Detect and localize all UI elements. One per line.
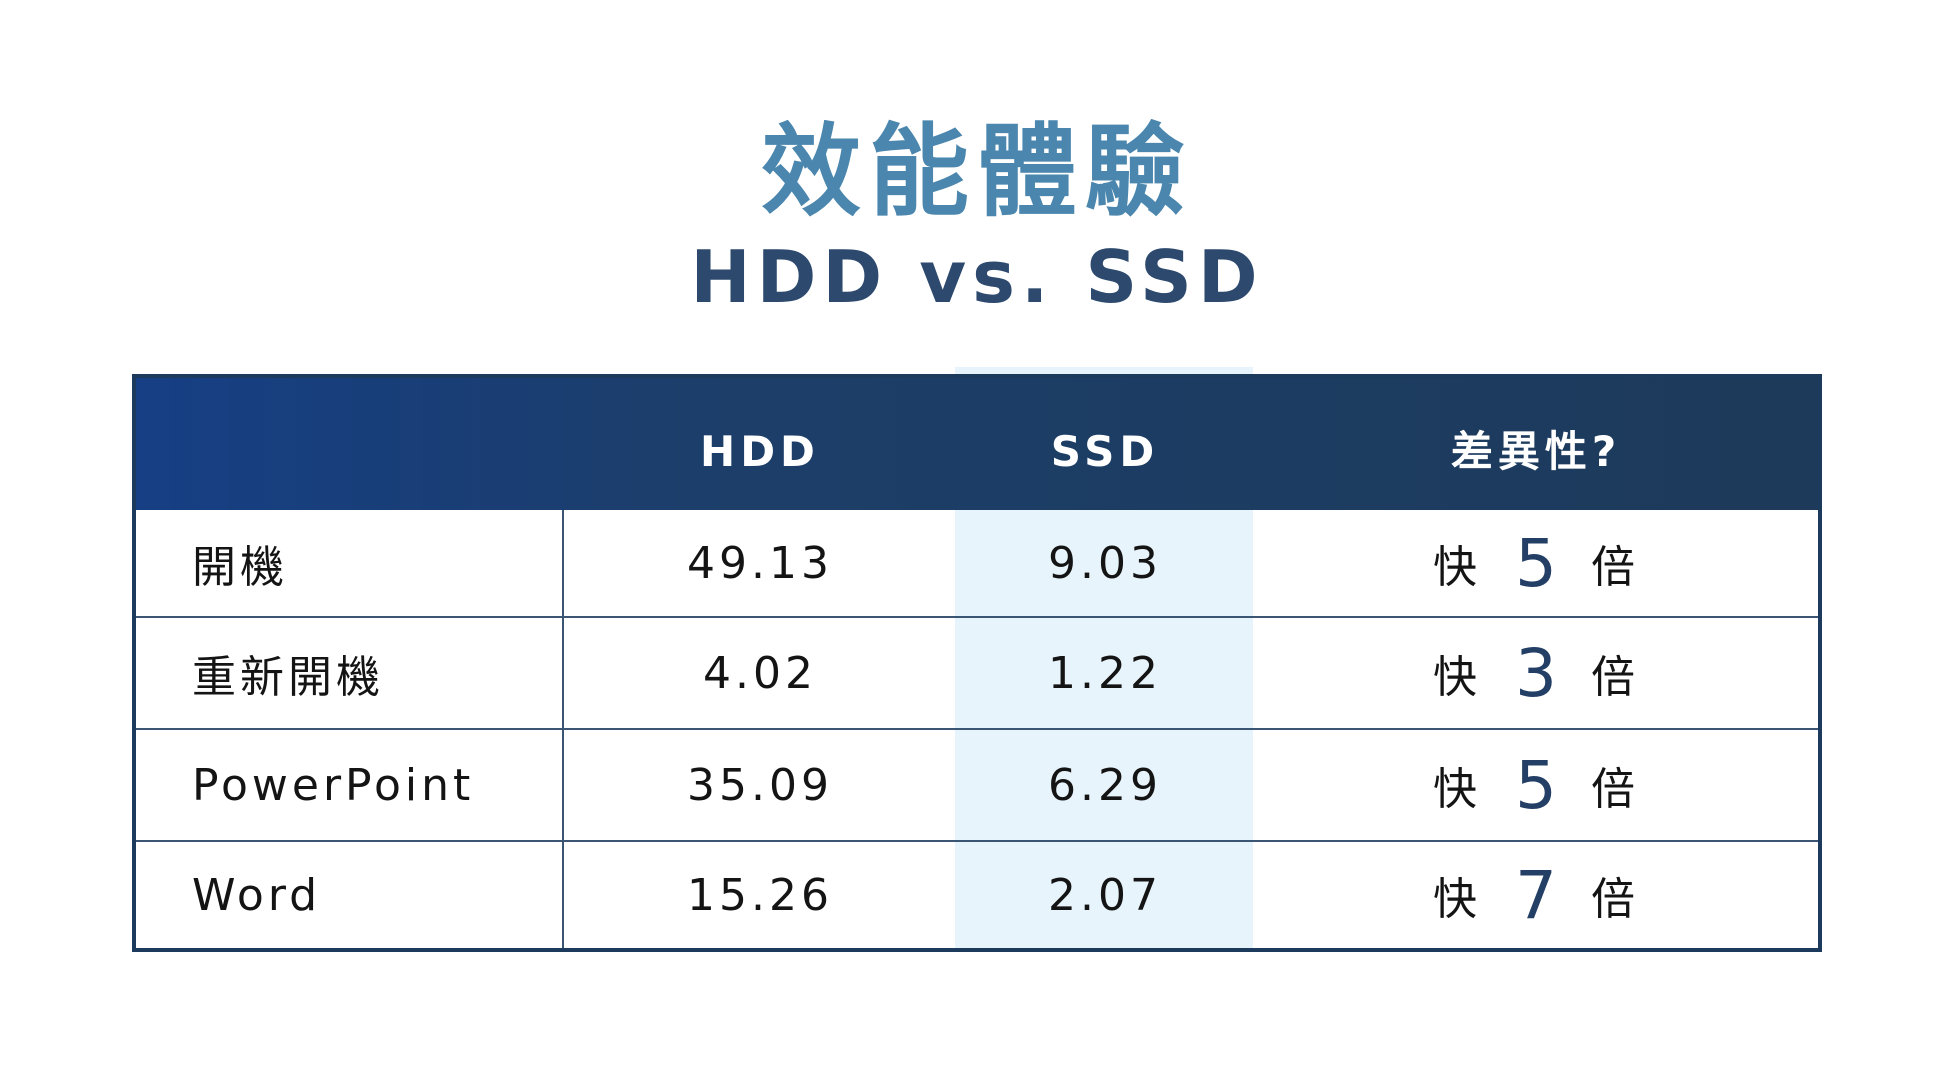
table-row: 開機 49.13 9.03 快 5 倍 <box>136 510 1818 618</box>
diff-multiple: 3 <box>1515 634 1557 712</box>
page-title: 效能體驗 <box>761 113 1193 230</box>
row-label: Word <box>136 842 564 948</box>
row-label: 開機 <box>136 510 564 616</box>
diff-suffix: 倍 <box>1591 874 1639 925</box>
table-row: PowerPoint 35.09 6.29 快 5 倍 <box>136 730 1818 842</box>
difference-cell: 快 5 倍 <box>1254 510 1818 616</box>
comparison-table: HDD SSD 差異性? 開機 49.13 9.03 快 5 倍 重新開機 4.… <box>132 374 1822 952</box>
hdd-value: 15.26 <box>687 869 833 921</box>
diff-prefix: 快 <box>1433 652 1481 703</box>
diff-suffix: 倍 <box>1591 542 1639 593</box>
header-empty <box>136 378 564 510</box>
diff-multiple: 5 <box>1515 746 1557 824</box>
row-label: 重新開機 <box>136 618 564 728</box>
diff-multiple: 5 <box>1515 524 1557 602</box>
hdd-value: 4.02 <box>703 647 817 699</box>
ssd-value: 9.03 <box>1048 537 1162 589</box>
hdd-value: 35.09 <box>687 759 833 811</box>
diff-prefix: 快 <box>1433 764 1481 815</box>
difference-cell: 快 7 倍 <box>1254 842 1818 948</box>
ssd-value: 2.07 <box>1048 869 1162 921</box>
diff-prefix: 快 <box>1433 874 1481 925</box>
ssd-value: 1.22 <box>1048 647 1162 699</box>
page-subtitle: HDD vs. SSD <box>690 235 1264 319</box>
table-row: Word 15.26 2.07 快 7 倍 <box>136 842 1818 948</box>
table-header: HDD SSD 差異性? <box>136 378 1818 510</box>
difference-cell: 快 3 倍 <box>1254 618 1818 728</box>
row-label: PowerPoint <box>136 730 564 840</box>
header-hdd: HDD <box>700 427 820 476</box>
header-ssd: SSD <box>1050 427 1160 476</box>
header-difference: 差異性? <box>1450 427 1622 476</box>
diff-multiple: 7 <box>1515 856 1557 934</box>
table-row: 重新開機 4.02 1.22 快 3 倍 <box>136 618 1818 730</box>
ssd-value: 6.29 <box>1048 759 1162 811</box>
hdd-value: 49.13 <box>687 537 833 589</box>
difference-cell: 快 5 倍 <box>1254 730 1818 840</box>
diff-prefix: 快 <box>1433 542 1481 593</box>
diff-suffix: 倍 <box>1591 764 1639 815</box>
diff-suffix: 倍 <box>1591 652 1639 703</box>
